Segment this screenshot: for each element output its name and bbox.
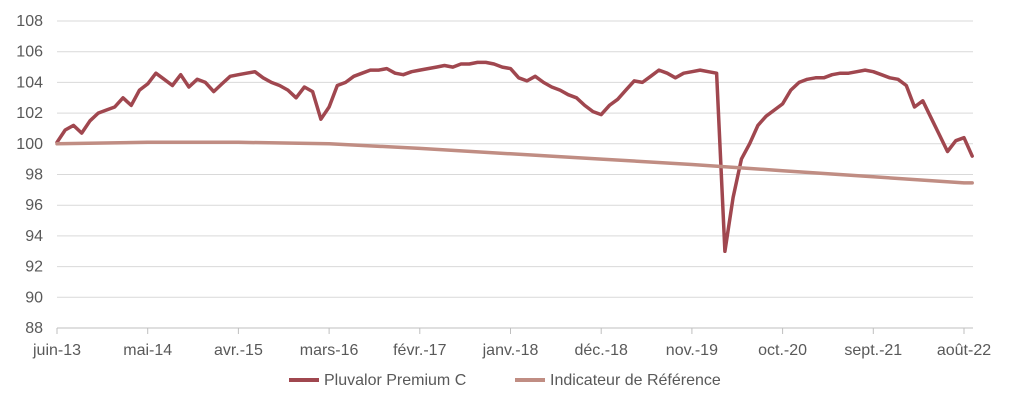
y-tick-label: 104 <box>16 74 43 91</box>
y-tick-label: 106 <box>16 44 43 61</box>
x-tick-label: juin-13 <box>32 342 81 359</box>
y-tick-label: 90 <box>25 289 43 306</box>
x-tick-label: mai-14 <box>123 342 172 359</box>
x-tick-label: janv.-18 <box>482 342 539 359</box>
series-line-reference <box>55 140 974 185</box>
y-tick-label: 98 <box>25 167 43 184</box>
legend: Pluvalor Premium C Indicateur de Référenc… <box>289 372 721 389</box>
axes: 88 90 92 94 96 98 100 102 104 106 108 juin-13 mai-14… <box>16 13 991 359</box>
legend-label: Pluvalor Premium C <box>324 372 466 389</box>
y-tick-label: 88 <box>25 320 43 337</box>
x-tick-label: févr.-17 <box>393 342 446 359</box>
x-tick-label: mars-16 <box>300 342 359 359</box>
x-tick-label: nov.-19 <box>666 342 718 359</box>
x-tick-label: avr.-15 <box>214 342 263 359</box>
y-tick-label: 108 <box>16 13 43 30</box>
x-tick-label: déc.-18 <box>575 342 628 359</box>
y-tick-label: 94 <box>25 228 43 245</box>
y-tick-label: 96 <box>25 197 43 214</box>
legend-label: Indicateur de Référence <box>550 372 721 389</box>
y-tick-label: 100 <box>16 136 43 153</box>
y-tick-label: 102 <box>16 105 43 122</box>
x-tick-label: sept.-21 <box>844 342 902 359</box>
gridlines <box>57 20 973 298</box>
series-lines <box>55 60 974 254</box>
x-tick-label: oct.-20 <box>758 342 807 359</box>
series-line-pluvalor <box>55 60 974 254</box>
x-tick-label: août-22 <box>937 342 991 359</box>
y-tick-label: 92 <box>25 259 43 276</box>
